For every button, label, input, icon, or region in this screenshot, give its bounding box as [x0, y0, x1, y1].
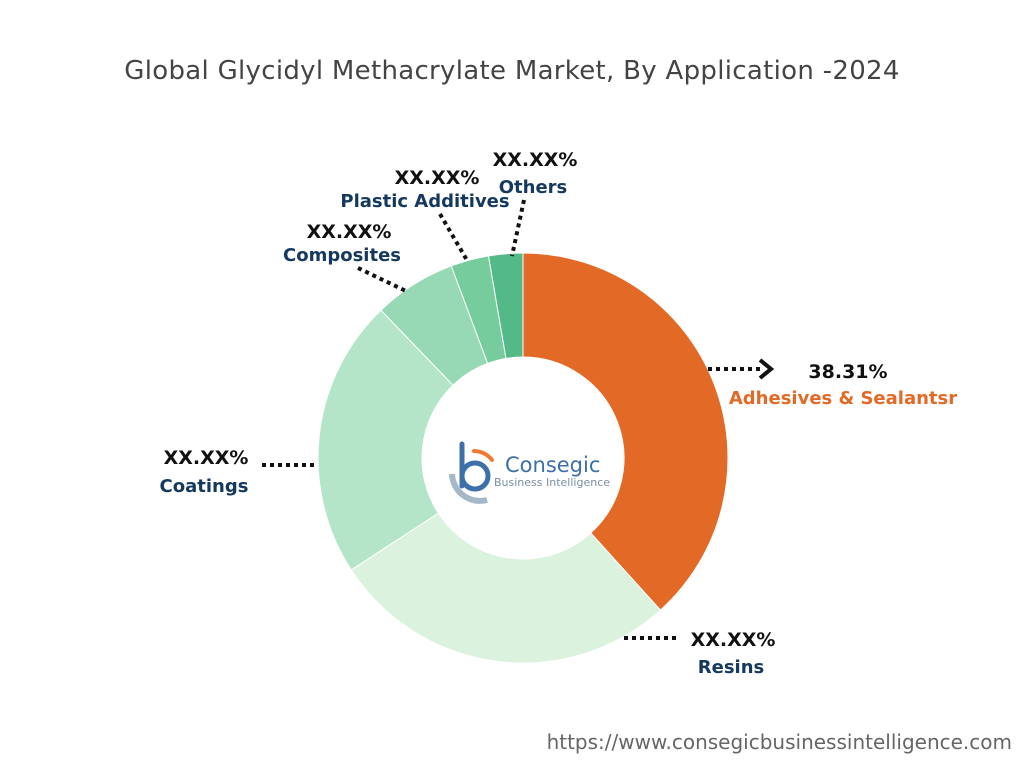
slice-others[interactable]: [487, 252, 524, 360]
leader-composites: [357, 266, 409, 294]
slice-coatings[interactable]: [317, 309, 454, 571]
category-label-composites: Composites: [283, 245, 401, 266]
slice-labels: 38.31% Adhesives & Sealantsr XX.XX% Resi…: [160, 149, 958, 678]
category-label-others: Others: [499, 177, 568, 198]
logo-name: Consegic: [505, 453, 600, 477]
value-label-resins: XX.XX%: [691, 629, 776, 651]
category-label-coatings: Coatings: [160, 476, 249, 497]
leader-adhesives-arrowhead: [758, 358, 775, 380]
value-label-adhesives: 38.31%: [808, 361, 887, 383]
category-label-adhesives: Adhesives & Sealantsr: [729, 388, 957, 409]
value-label-plastic-additives: XX.XX%: [395, 167, 480, 189]
category-label-resins: Resins: [698, 657, 764, 678]
value-label-others: XX.XX%: [493, 149, 578, 171]
value-label-coatings: XX.XX%: [164, 447, 249, 469]
donut-slices: [317, 252, 729, 664]
slice-adhesives-sealantsr[interactable]: [522, 252, 729, 611]
slice-resins[interactable]: [350, 512, 662, 664]
leader-lines: [262, 199, 775, 640]
chart-title: Global Glycidyl Methacrylate Market, By …: [124, 56, 900, 86]
logo-tagline: Business Intelligence: [494, 476, 610, 489]
logo-swoosh-arc: [449, 473, 488, 504]
leader-others: [510, 199, 526, 257]
logo-b-shape: [459, 441, 491, 492]
category-label-plastic-additives: Plastic Additives: [340, 191, 509, 212]
leader-plastic-additives: [438, 212, 470, 264]
footer-url[interactable]: https://www.consegicbusinessintelligence…: [546, 730, 1012, 754]
logo-orange-arc: [472, 449, 494, 462]
value-label-composites: XX.XX%: [307, 221, 392, 243]
consegic-logo: Consegic Business Intelligence: [449, 441, 610, 504]
